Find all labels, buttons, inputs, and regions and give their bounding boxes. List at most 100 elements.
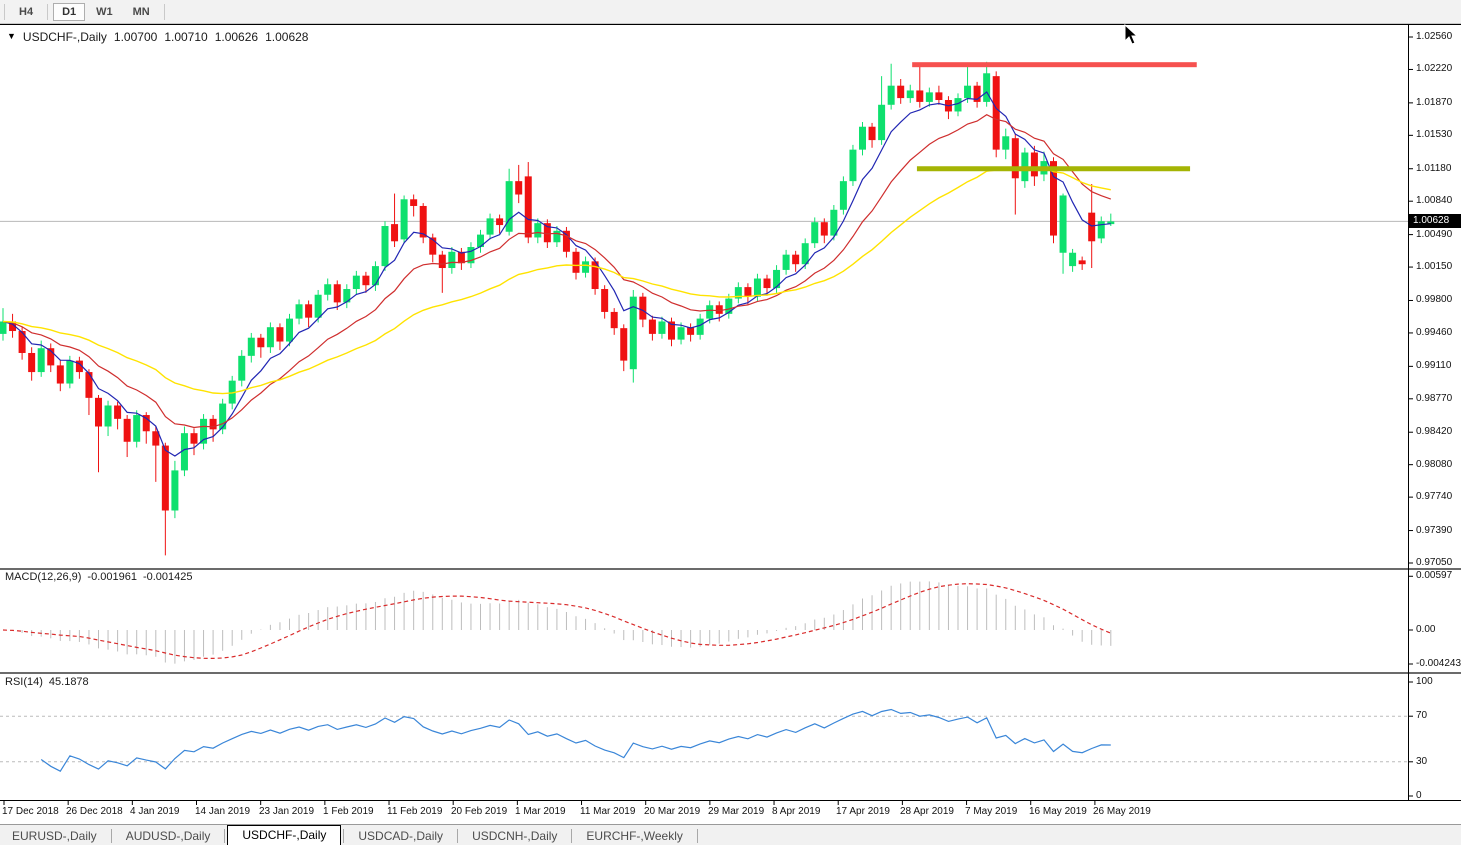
dropdown-triangle-icon[interactable]: ▼	[7, 31, 16, 41]
candle-body	[878, 104, 886, 141]
candle-body	[381, 226, 389, 267]
candle-body	[75, 360, 83, 373]
price-axis-label: 0.98080	[1416, 459, 1453, 470]
ohlc-high: 1.00710	[164, 30, 208, 44]
candle-body	[362, 275, 370, 286]
candle-body	[887, 85, 895, 105]
candle-body	[104, 405, 112, 427]
candle-body	[706, 305, 714, 319]
price-axis-label: 1.02220	[1416, 63, 1453, 74]
candle-body	[18, 331, 26, 353]
date-label: 20 Mar 2019	[644, 806, 701, 817]
candle-body	[438, 254, 446, 269]
candle-body	[687, 327, 695, 335]
price-axis-label: 1.00490	[1416, 229, 1453, 240]
symbol-tab-usdchf[interactable]: USDCHF-,Daily	[227, 825, 342, 845]
date-label: 14 Jan 2019	[195, 806, 251, 817]
timeframe-button-mn[interactable]: MN	[132, 5, 150, 18]
date-label: 23 Jan 2019	[259, 806, 315, 817]
macd-axis-label: 0.00	[1416, 624, 1436, 635]
price-axis-label: 1.01870	[1416, 97, 1453, 108]
current-price-tag: 1.00628	[1409, 214, 1461, 228]
mouse-cursor	[1124, 23, 1139, 45]
date-label: 17 Dec 2018	[2, 806, 59, 817]
candle-body	[276, 327, 284, 342]
candle-body	[964, 85, 972, 99]
candle-body	[123, 418, 131, 442]
date-label: 11 Feb 2019	[387, 806, 443, 817]
panel-divider-macd	[0, 568, 1461, 570]
candle-body	[219, 403, 227, 430]
resistance-line[interactable]	[912, 62, 1197, 68]
symbol-tab-audusd[interactable]: AUDUSD-,Daily	[125, 829, 211, 843]
tab-separator	[110, 829, 112, 843]
candle-body	[295, 304, 303, 319]
symbol-tab-eurusd[interactable]: EURUSD-,Daily	[12, 829, 97, 843]
candle-body	[200, 418, 208, 444]
candle-body	[868, 126, 876, 141]
candle-body	[238, 355, 246, 381]
timeframe-button-w1[interactable]: W1	[96, 5, 113, 18]
candle-body	[180, 433, 188, 471]
candle-body	[629, 296, 637, 370]
tab-separator	[224, 829, 226, 843]
candle-body	[247, 337, 255, 356]
candle-body	[677, 327, 685, 340]
symbol-tab-usdcnh[interactable]: USDCNH-,Daily	[472, 829, 558, 843]
date-label: 7 May 2019	[965, 806, 1018, 817]
timeframe-button-h4[interactable]: H4	[19, 5, 34, 18]
candle-body	[543, 223, 551, 243]
price-axis-label: 1.00150	[1416, 261, 1453, 272]
candle-body	[28, 352, 36, 373]
candle-body	[658, 321, 666, 334]
date-label: 20 Feb 2019	[451, 806, 508, 817]
support-line[interactable]	[916, 166, 1191, 172]
toolbar-separator	[4, 3, 5, 20]
price-axis-label: 0.98770	[1416, 393, 1453, 404]
date-label: 16 May 2019	[1029, 806, 1087, 817]
candle-body	[591, 261, 599, 290]
candle-body	[95, 397, 102, 427]
candle-body	[171, 470, 179, 511]
candle-body	[1030, 152, 1038, 177]
macd-axis-label: 0.00597	[1416, 570, 1453, 581]
chart-title: ▼ USDCHF-,Daily 1.00700 1.00710 1.00626 …	[7, 30, 308, 44]
tab-separator	[343, 829, 345, 843]
rsi-value: 45.1878	[48, 676, 89, 688]
candle-body	[1097, 221, 1105, 239]
candle-body	[763, 278, 771, 289]
toolbar-separator	[47, 3, 49, 20]
date-label: 28 Apr 2019	[900, 806, 954, 817]
symbol-tab-eurchf[interactable]: EURCHF-,Weekly	[586, 829, 683, 843]
candle-body	[811, 222, 819, 244]
candle-body	[562, 230, 570, 252]
ma-fast-line	[2, 91, 1111, 457]
candle-body	[925, 92, 933, 102]
candle-body	[601, 289, 609, 312]
candle-body	[133, 415, 141, 442]
date-label: 8 Apr 2019	[772, 806, 821, 817]
candle-body	[801, 243, 809, 265]
candle-body	[371, 266, 379, 286]
candle-body	[114, 405, 122, 419]
candle-body	[582, 261, 590, 273]
candle-body	[9, 321, 17, 332]
macd-signal-value: -0.001425	[142, 571, 193, 583]
candle-body	[839, 181, 847, 210]
candle-body	[1088, 212, 1096, 242]
candle-body	[820, 222, 828, 236]
symbol-tab-usdcad[interactable]: USDCAD-,Daily	[358, 829, 444, 843]
rsi-line	[40, 708, 1111, 772]
candle-body	[648, 319, 656, 334]
candle-body	[973, 85, 981, 102]
candle-body	[161, 445, 169, 511]
rsi-axis-label: 100	[1416, 676, 1433, 687]
candle-body	[391, 224, 399, 242]
candle-body	[553, 230, 561, 243]
candle-body	[668, 321, 675, 340]
timeframe-button-d1[interactable]: D1	[53, 2, 86, 21]
candle-body	[696, 318, 704, 335]
ohlc-low: 1.00626	[214, 30, 259, 44]
price-axis-label: 0.99460	[1416, 327, 1453, 338]
